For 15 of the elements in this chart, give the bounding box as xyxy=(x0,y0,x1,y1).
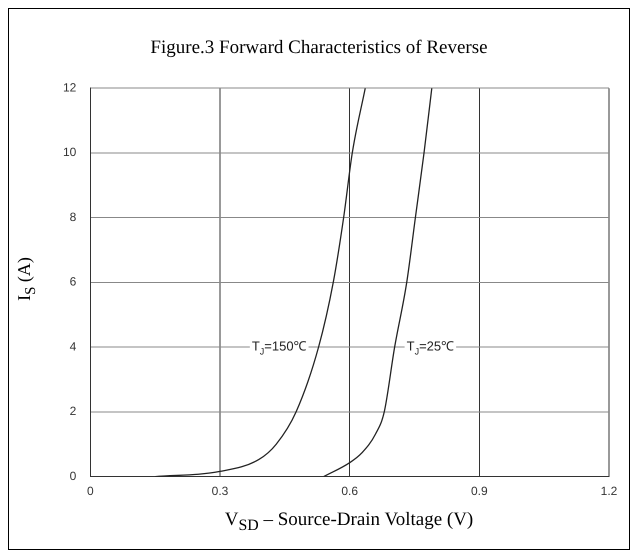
y-tick-label: 10 xyxy=(62,145,77,160)
line-series xyxy=(154,88,366,477)
y-tick-label: 4 xyxy=(70,339,77,354)
x-tick-label: 0.9 xyxy=(470,484,488,498)
x-tick-label: 1.2 xyxy=(600,484,618,498)
y-tick-label: 6 xyxy=(70,274,77,289)
x-axis-title: V$_{SD}$ – Source-Drain Voltage (V) xyxy=(224,509,474,535)
x-tick-label: 0.6 xyxy=(341,484,358,498)
x-tick-label: 0.3 xyxy=(212,484,229,498)
y-tick-label: 12 xyxy=(62,80,77,95)
x-tick-label: 0 xyxy=(87,484,94,498)
y-tick-label: 0 xyxy=(70,468,77,483)
chart-title: Figure.3 Forward Characteristics of Reverse xyxy=(149,37,489,59)
y-tick-label: 8 xyxy=(70,210,77,224)
y-tick-label: 2 xyxy=(70,404,77,418)
